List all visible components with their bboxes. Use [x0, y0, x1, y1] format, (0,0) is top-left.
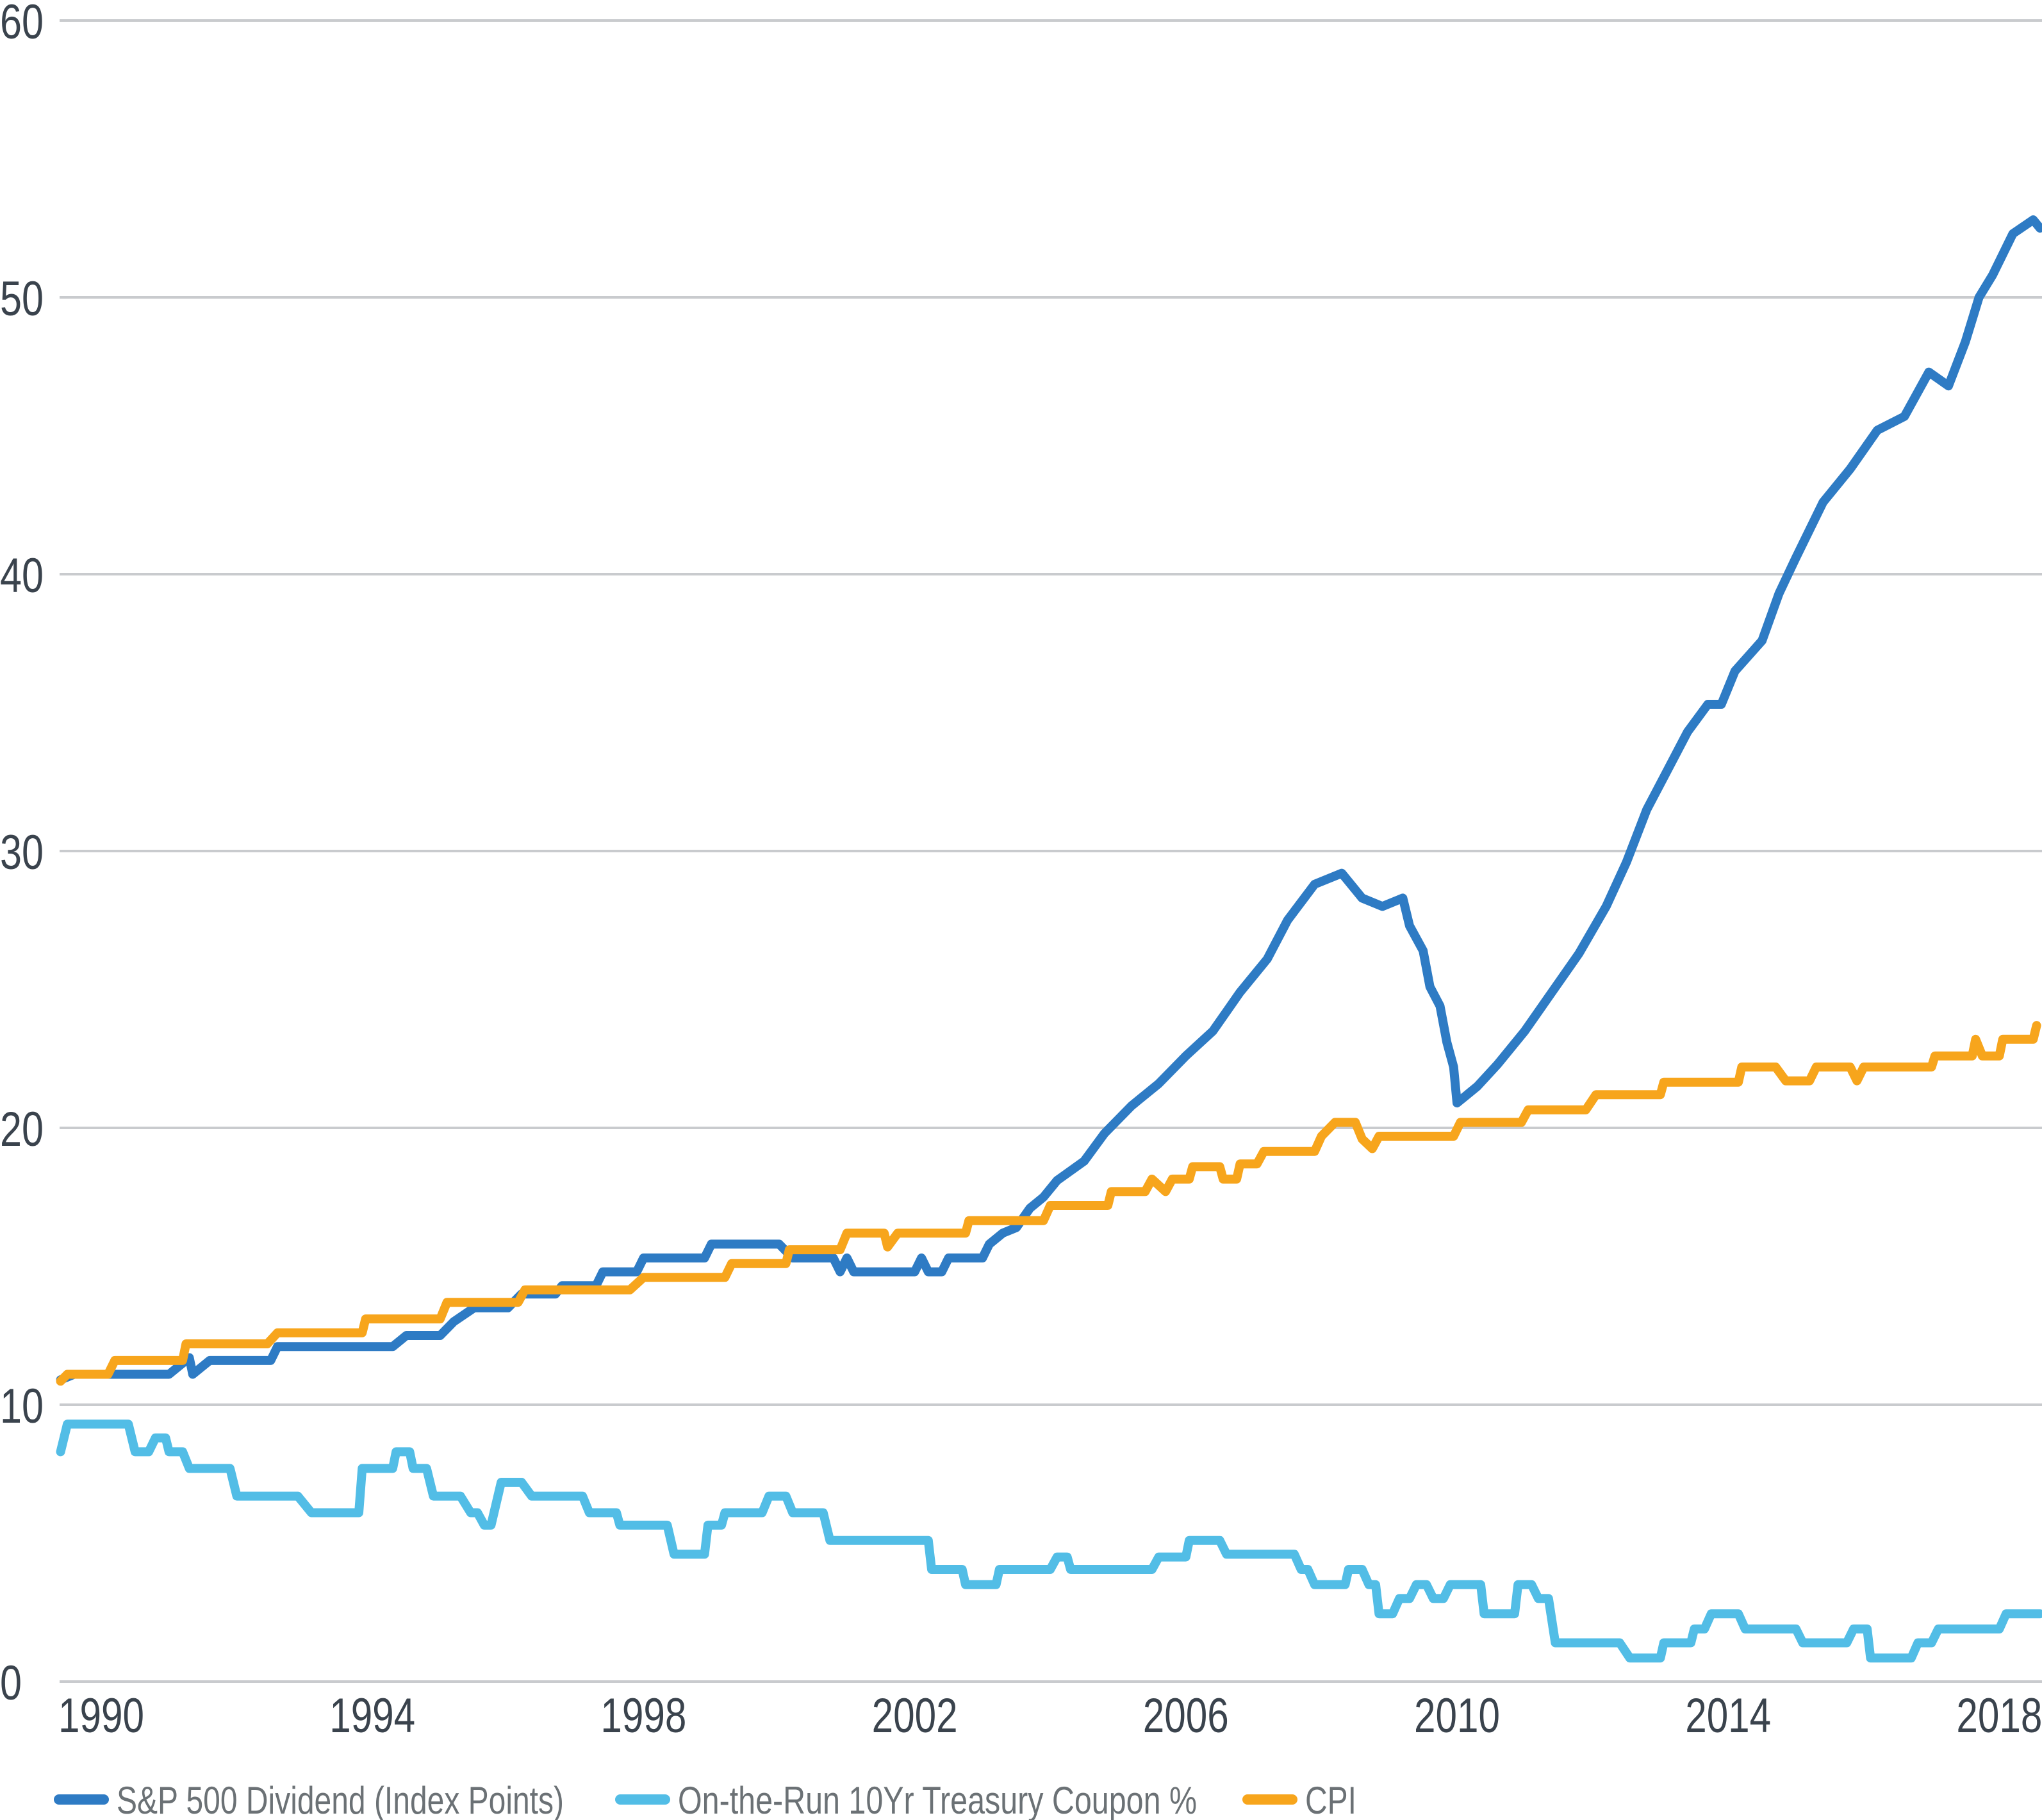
x-axis-tick-labels: 1990 1994 1998 2002 2006 2010 2014 2018 [58, 1689, 2042, 1743]
y-tick-label: 50 [0, 272, 44, 326]
y-tick-label: 10 [0, 1379, 44, 1434]
y-tick-label: 40 [0, 549, 44, 603]
legend-label: CPI [1305, 1779, 1356, 1820]
x-tick-label: 2002 [872, 1689, 958, 1743]
y-tick-label: 60 [0, 0, 44, 49]
legend-label: On-the-Run 10Yr Treasury Coupon % [678, 1779, 1197, 1820]
x-tick-label: 2006 [1143, 1689, 1229, 1743]
x-tick-label: 2018 [1956, 1689, 2042, 1743]
series-line-1 [56, 1419, 2042, 1663]
x-tick-label: 1990 [58, 1689, 144, 1743]
series-lines [56, 215, 2042, 1663]
gridlines [60, 19, 2042, 1683]
y-axis-tick-labels: 0 10 20 30 40 50 60 [0, 0, 44, 1710]
legend-label: S&P 500 Dividend (Index Points) [117, 1779, 564, 1820]
x-tick-label: 2010 [1414, 1689, 1500, 1743]
series-line-2 [56, 1021, 2041, 1386]
x-tick-label: 1998 [600, 1689, 686, 1743]
legend-item: CPI [1242, 1779, 1356, 1820]
x-tick-label: 1994 [329, 1689, 415, 1743]
y-tick-label: 30 [0, 825, 44, 880]
y-tick-label: 20 [0, 1102, 44, 1157]
legend: S&P 500 Dividend (Index Points) On-the-Ru… [54, 1779, 1356, 1820]
legend-item: On-the-Run 10Yr Treasury Coupon % [615, 1779, 1197, 1820]
y-tick-label: 0 [0, 1656, 22, 1710]
legend-item: S&P 500 Dividend (Index Points) [54, 1779, 564, 1820]
x-tick-label: 2014 [1685, 1689, 1771, 1743]
